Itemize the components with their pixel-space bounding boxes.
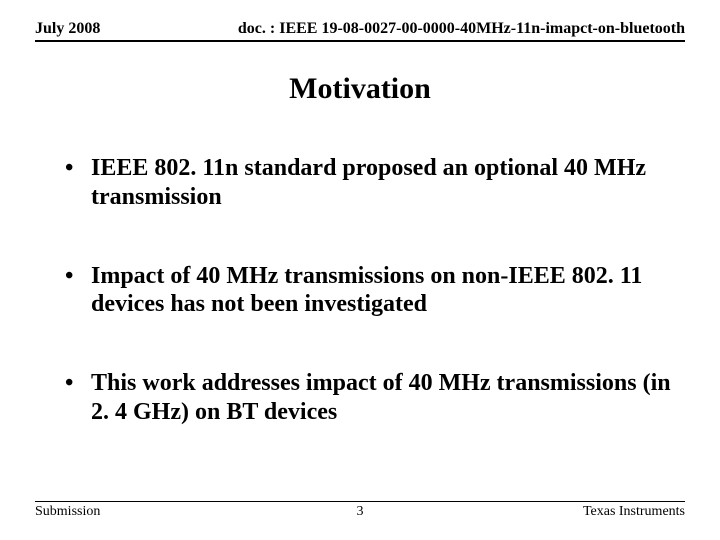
slide-footer: Submission 3 Texas Instruments [35, 501, 685, 520]
slide-title: Motivation [35, 72, 685, 106]
slide: July 2008 doc. : IEEE 19-08-0027-00-0000… [0, 0, 720, 540]
footer-right: Texas Instruments [583, 504, 685, 520]
header-doc-id: doc. : IEEE 19-08-0027-00-0000-40MHz-11n… [238, 20, 685, 38]
header-date: July 2008 [35, 20, 100, 38]
footer-left: Submission [35, 504, 100, 520]
bullet-list: IEEE 802. 11n standard proposed an optio… [35, 154, 685, 427]
slide-header: July 2008 doc. : IEEE 19-08-0027-00-0000… [35, 20, 685, 42]
bullet-item: IEEE 802. 11n standard proposed an optio… [65, 154, 675, 212]
bullet-item: This work addresses impact of 40 MHz tra… [65, 369, 675, 427]
bullet-item: Impact of 40 MHz transmissions on non-IE… [65, 262, 675, 320]
footer-page-number: 3 [357, 504, 364, 520]
